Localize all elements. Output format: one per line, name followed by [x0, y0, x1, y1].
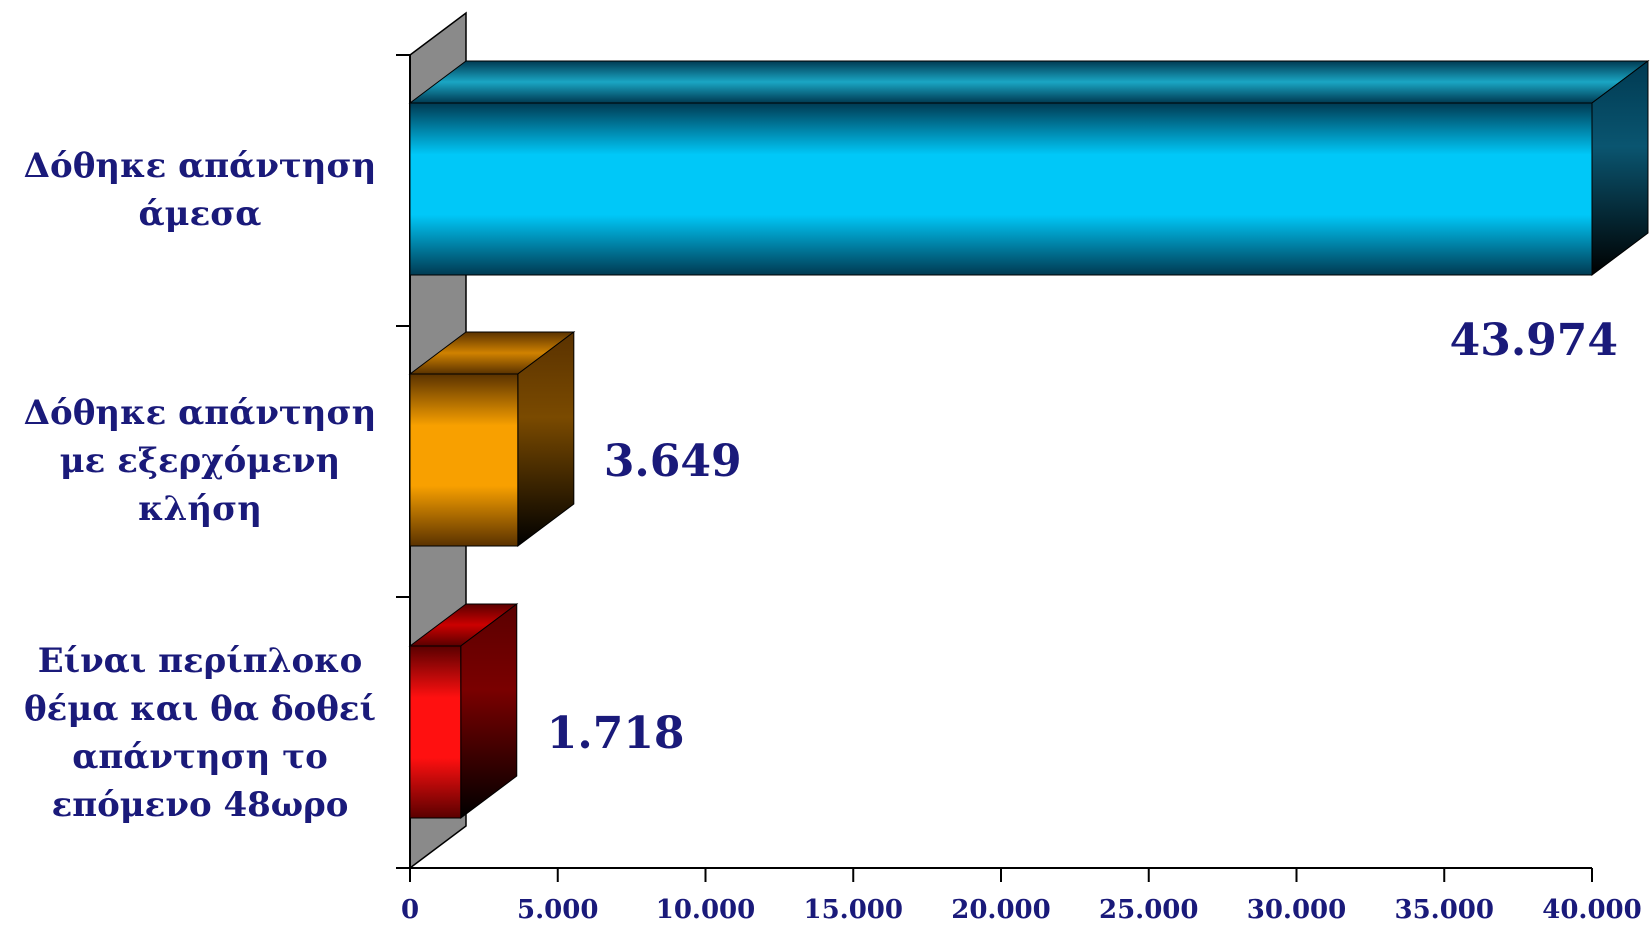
value-label: 43.974 — [1450, 315, 1618, 366]
category-label: Δόθηκε απάντηση με εξερχόμενη κλήση — [24, 393, 377, 529]
category-label-line: Είναι περίπλοκο — [38, 641, 363, 681]
x-tick-label: 20.000 — [951, 895, 1051, 925]
category-labels: Δόθηκε απάντηση άμεσα Δόθηκε απάντηση με εξ… — [24, 146, 377, 825]
category-label: Δόθηκε απάντηση άμεσα — [24, 146, 377, 234]
value-label: 3.649 — [604, 436, 742, 487]
x-tick-label: 15.000 — [803, 895, 903, 925]
bar-front-face — [409, 373, 519, 547]
category-label-line: Δόθηκε απάντηση — [24, 393, 377, 433]
bar-1 — [408, 331, 576, 547]
category-label-line: απάντηση το — [72, 737, 328, 777]
x-tick-label: 10.000 — [656, 895, 756, 925]
x-tick-label: 35.000 — [1394, 895, 1494, 925]
category-label-line: επόμενο 48ωρο — [52, 785, 349, 825]
x-tick-label: 0 — [401, 895, 419, 925]
bar-0 — [408, 60, 1650, 276]
category-label-line: κλήση — [138, 489, 262, 529]
bar-2 — [408, 603, 519, 819]
bar-front-face — [409, 102, 1593, 276]
x-tick-label: 25.000 — [1099, 895, 1199, 925]
category-label-line: με εξερχόμενη — [60, 441, 340, 481]
x-tick-label: 5.000 — [517, 895, 598, 925]
x-tick-labels: 0 5.000 10.000 15.000 20.000 25.000 30.000 35.0… — [401, 895, 1642, 925]
category-label-line: θέμα και θα δοθεί — [24, 689, 376, 729]
category-label-line: άμεσα — [139, 194, 262, 234]
value-labels: 43.974 3.649 1.718 — [547, 315, 1618, 759]
bar-top-face — [408, 60, 1650, 104]
x-tick-label: 30.000 — [1247, 895, 1347, 925]
chart-bars — [408, 60, 1650, 819]
x-tick-label: 40.000 — [1542, 895, 1642, 925]
value-label: 1.718 — [547, 708, 685, 759]
category-label-line: Δόθηκε απάντηση — [24, 146, 377, 186]
category-label: Είναι περίπλοκο θέμα και θα δοθεί απάντηση… — [24, 641, 376, 825]
bar-front-face — [409, 645, 462, 819]
